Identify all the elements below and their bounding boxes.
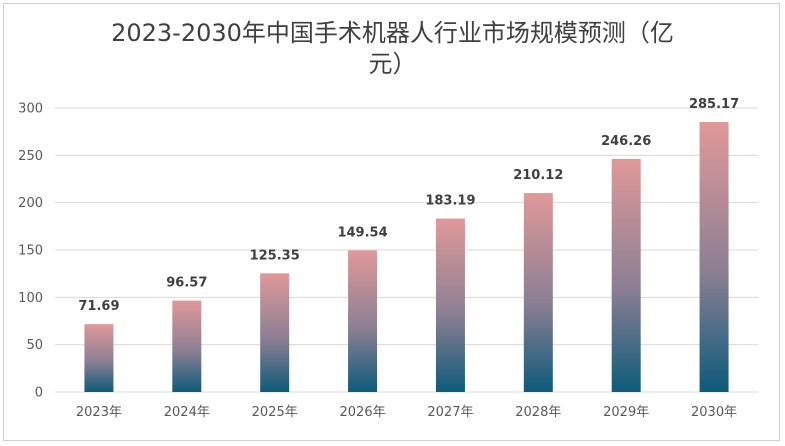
x-tick-label: 2023年 bbox=[76, 405, 122, 420]
bar-2026年 bbox=[348, 250, 378, 392]
data-label: 125.35 bbox=[250, 248, 300, 263]
data-label: 96.57 bbox=[166, 276, 207, 291]
y-tick-label: 50 bbox=[26, 338, 43, 353]
y-axis-ticks: 0 50 100 150 200 250 300 bbox=[18, 102, 43, 401]
y-tick-label: 100 bbox=[18, 291, 43, 306]
data-label: 149.54 bbox=[337, 225, 387, 240]
y-tick-label: 150 bbox=[18, 244, 43, 259]
bar-2028年 bbox=[523, 193, 553, 392]
y-tick-label: 250 bbox=[18, 149, 43, 164]
bar-2030年 bbox=[699, 122, 729, 393]
bar-2027年 bbox=[435, 218, 465, 392]
bars bbox=[84, 122, 729, 393]
x-tick-label: 2025年 bbox=[252, 405, 298, 420]
y-tick-label: 200 bbox=[18, 196, 43, 211]
y-tick-label: 0 bbox=[35, 386, 43, 401]
bar-2023年 bbox=[84, 324, 114, 392]
data-label: 210.12 bbox=[513, 168, 563, 183]
bar-2024年 bbox=[172, 300, 202, 392]
data-labels: 71.69 96.57 125.35 149.54 183.19 210.12 246.26… bbox=[78, 97, 739, 314]
chart-frame bbox=[3, 3, 780, 441]
x-tick-label: 2030年 bbox=[691, 405, 737, 420]
x-tick-label: 2026年 bbox=[340, 405, 386, 420]
gridlines bbox=[55, 107, 758, 393]
x-tick-label: 2029年 bbox=[603, 405, 649, 420]
x-tick-label: 2027年 bbox=[427, 405, 473, 420]
bar-2025年 bbox=[260, 273, 290, 392]
data-label: 183.19 bbox=[425, 194, 475, 209]
y-tick-label: 300 bbox=[18, 102, 43, 117]
x-tick-label: 2028年 bbox=[515, 405, 561, 420]
chart-title: 2023-2030年中国手术机器人行业市场规模预测（亿元） bbox=[111, 19, 674, 78]
x-axis-ticks: 2023年 2024年 2025年 2026年 2027年 2028年 2029年 2030年 bbox=[76, 405, 737, 420]
x-tick-label: 2024年 bbox=[164, 405, 210, 420]
data-label: 71.69 bbox=[78, 299, 119, 314]
data-label: 285.17 bbox=[689, 97, 739, 112]
bar-2029年 bbox=[611, 158, 641, 392]
data-label: 246.26 bbox=[601, 134, 651, 149]
